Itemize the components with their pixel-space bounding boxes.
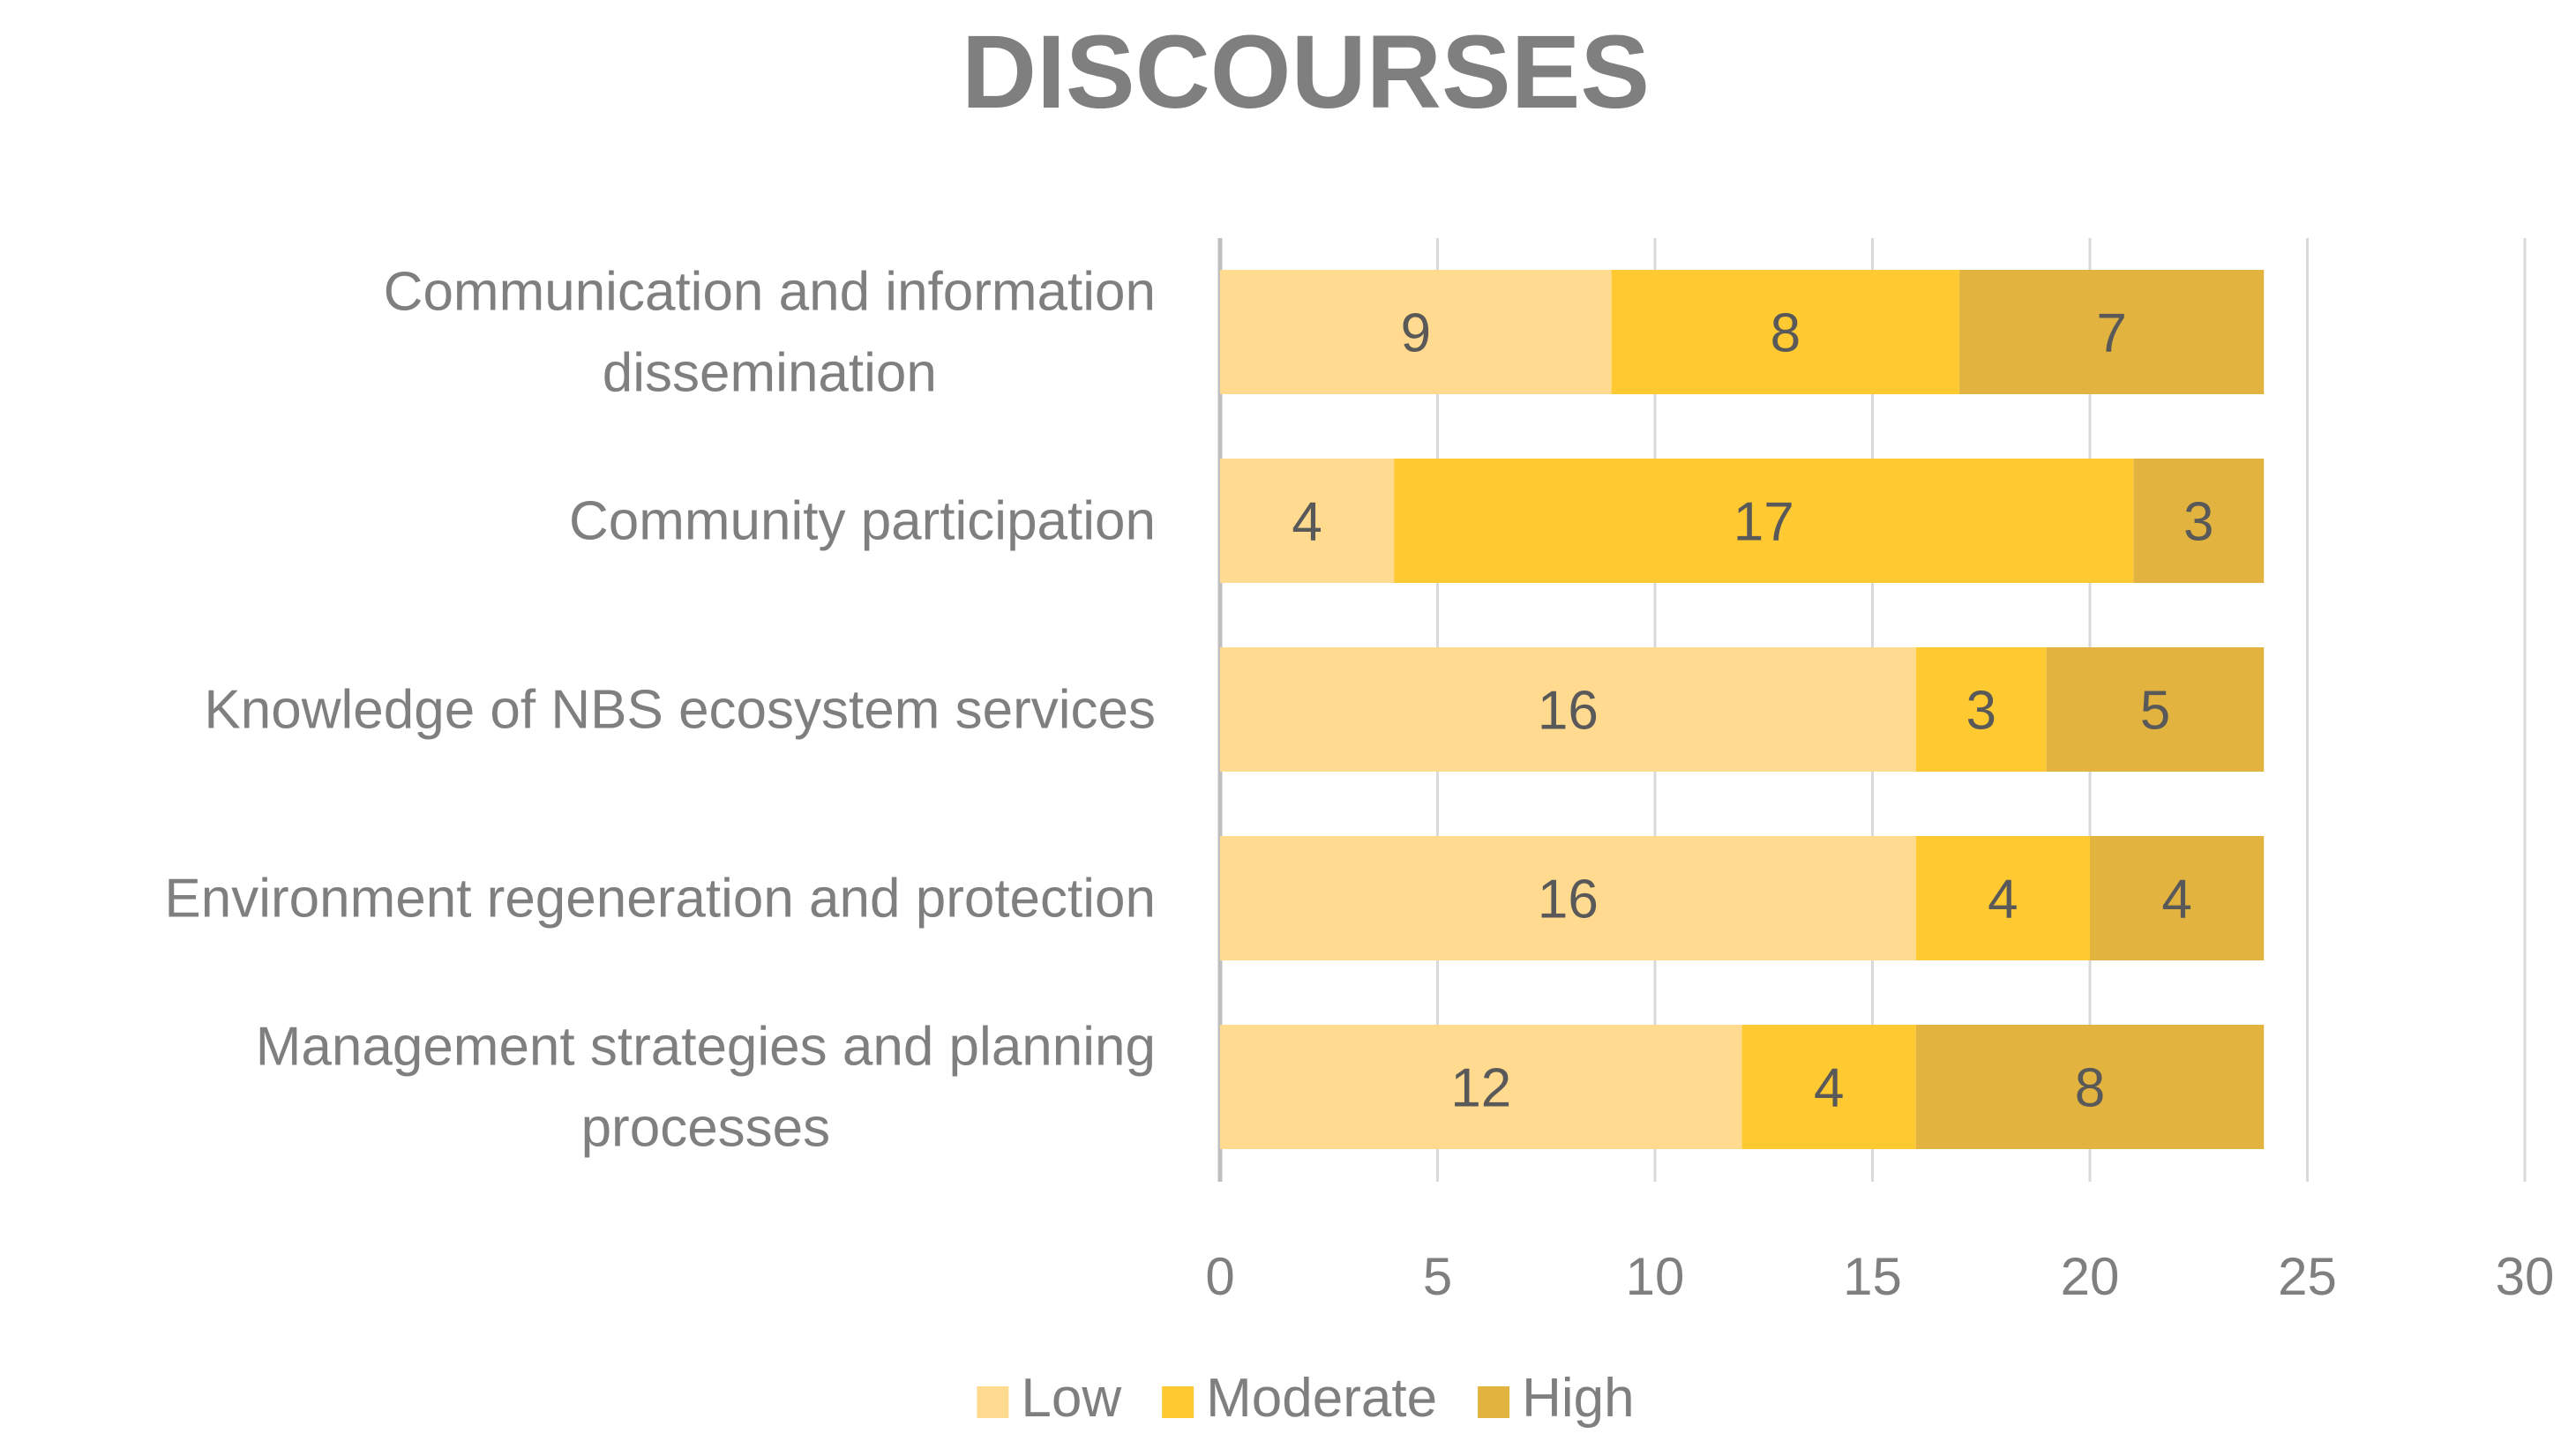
x-tick-label: 15 [1843,1247,1902,1306]
data-label: 7 [2096,303,2126,364]
bar-segment-low[interactable] [1220,270,1612,394]
bar-segment-moderate[interactable] [1915,836,2090,960]
bar-segment-moderate[interactable] [1394,459,2134,583]
category-label: Management strategies and planning proces… [256,1017,1156,1159]
category-label: Community participation [569,491,1156,552]
bars [1220,270,2265,1149]
legend-item-high[interactable]: High [1478,1368,1635,1429]
x-tick-label: 20 [2061,1247,2120,1306]
legend-label: Low [1021,1368,1121,1429]
x-tick-label: 30 [2496,1247,2555,1306]
data-label: 3 [1966,681,1996,742]
data-label: 16 [1538,681,1599,742]
legend[interactable]: Low Moderate High [977,1368,1635,1429]
x-tick-label: 25 [2278,1247,2337,1306]
x-tick-label: 5 [1423,1247,1452,1306]
legend-swatch [1478,1386,1510,1418]
bar-segment-low[interactable] [1220,647,1916,772]
data-labels: 9 8 7 4 17 3 16 3 5 16 4 4 12 4 8 [1292,303,2213,1119]
category-label: Environment regeneration and protection [164,869,1156,930]
bar-segment-moderate[interactable] [1915,647,2047,772]
bar-segment-high[interactable] [2090,836,2265,960]
data-label: 17 [1734,492,1794,553]
legend-item-low[interactable]: Low [977,1368,1121,1429]
data-label: 9 [1401,303,1431,364]
data-label: 12 [1450,1058,1511,1119]
data-label: 5 [2140,681,2170,742]
data-label: 3 [2183,492,2213,553]
data-label: 8 [1771,303,1801,364]
legend-swatch [1162,1386,1194,1418]
category-labels: Communication and information disseminati… [164,262,1156,1159]
x-tick-label: 10 [1626,1247,1685,1306]
bar-segment-low[interactable] [1220,1025,1742,1149]
data-label: 8 [2075,1058,2105,1119]
chart-title: DISCOURSES [962,14,1650,131]
category-label: Knowledge of NBS ecosystem services [204,680,1156,741]
legend-label: Moderate [1206,1368,1437,1429]
legend-swatch [977,1386,1009,1418]
bar-segment-high[interactable] [2046,647,2265,772]
legend-label: High [1522,1368,1635,1429]
data-label: 4 [1988,870,2018,930]
bar-segment-high[interactable] [1915,1025,2265,1149]
bar-segment-moderate[interactable] [1741,1025,1916,1149]
x-axis-tick-labels: 0 5 10 15 20 25 30 [1205,1247,2554,1306]
x-tick-label: 0 [1205,1247,1234,1306]
bar-segment-low[interactable] [1220,459,1395,583]
data-label: 4 [1814,1058,1844,1119]
legend-item-moderate[interactable]: Moderate [1162,1368,1437,1429]
bar-segment-high[interactable] [2133,459,2265,583]
data-label: 4 [1292,492,1322,553]
category-label: Communication and information disseminati… [384,262,1156,404]
data-label: 16 [1538,870,1599,930]
data-label: 4 [2161,870,2191,930]
bar-segment-moderate[interactable] [1611,270,1960,394]
bar-segment-low[interactable] [1220,836,1916,960]
bar-segment-high[interactable] [1959,270,2265,394]
